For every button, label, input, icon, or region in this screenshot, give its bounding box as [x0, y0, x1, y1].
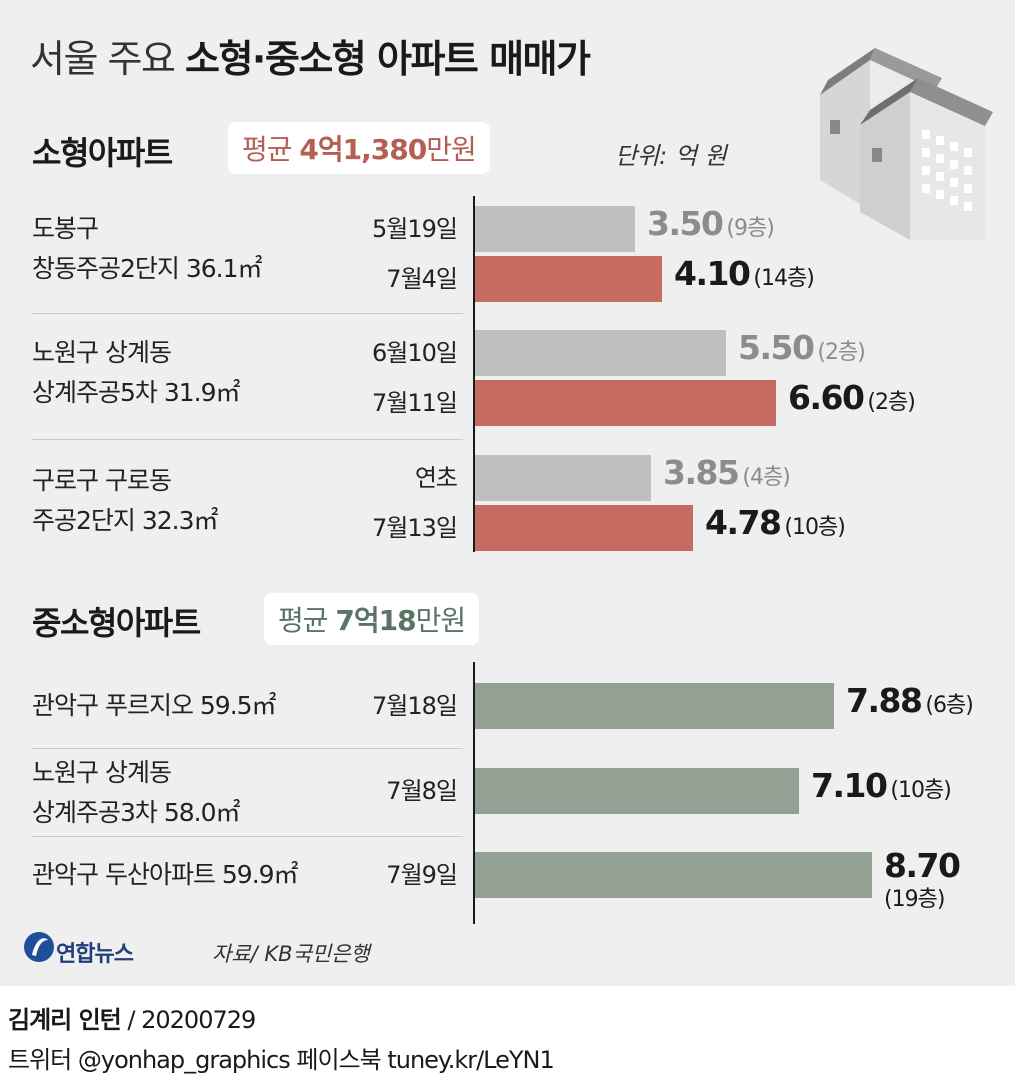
price-bar — [475, 330, 726, 376]
price-bar — [475, 206, 635, 252]
sale-date: 7월11일 — [372, 389, 458, 417]
sale-date: 7월13일 — [372, 514, 458, 542]
price-value: 3.85 — [663, 453, 740, 492]
group-separator — [32, 439, 463, 440]
apartment-name: 상계주공5차 31.9㎡ — [32, 378, 241, 407]
price-label: 3.85 (4층) — [663, 453, 791, 492]
mid-section-title: 중소형아파트 — [32, 604, 201, 642]
yonhap-logo: 연합뉴스 — [22, 930, 134, 968]
credit-date: / 20200729 — [120, 1006, 256, 1034]
sns-line: 트위터 @yonhap_graphics 페이스북 tuney.kr/LeYN1 — [8, 1046, 555, 1074]
price-value: 4.78 — [705, 503, 782, 542]
mid-average-suffix: 만원 — [415, 604, 467, 637]
price-bar — [475, 256, 662, 302]
price-label: 6.60 (2층) — [788, 378, 916, 417]
price-value: 3.50 — [647, 204, 724, 243]
price-bar — [475, 683, 834, 729]
title-bold: 소형·중소형 아파트 매매가 — [185, 37, 591, 81]
price-bar — [475, 455, 651, 501]
price-value: 7.88 — [846, 681, 923, 720]
price-label: 3.50 (9층) — [647, 204, 775, 243]
chart-1-axis — [473, 662, 475, 924]
yonhap-logo-text: 연합뉴스 — [56, 942, 134, 967]
price-label: 7.88 (6층) — [846, 681, 974, 720]
price-value: 6.60 — [788, 378, 865, 417]
chart-0-axis — [473, 196, 475, 552]
apartment-name: 관악구 두산아파트 59.9㎡ — [32, 860, 299, 889]
sale-date: 6월10일 — [372, 339, 458, 367]
apartment-name: 노원구 상계동 — [32, 338, 172, 367]
price-label: 4.78 (10층) — [705, 503, 846, 542]
price-bar — [475, 380, 776, 426]
floor-label: (6층) — [925, 693, 973, 718]
floor-label: (9층) — [726, 216, 774, 241]
price-value: 7.10 — [811, 766, 888, 805]
apartment-name: 주공2단지 32.3㎡ — [32, 506, 219, 535]
price-label: 4.10 (14층) — [674, 254, 815, 293]
mid-average-prefix: 평균 — [278, 604, 336, 637]
floor-label: (10층) — [890, 778, 951, 803]
page-title: 서울 주요 소형·중소형 아파트 매매가 — [30, 28, 591, 83]
small-average-badge: 평균 4억1,380만원 — [228, 122, 490, 174]
price-value: 8.70 — [884, 846, 961, 885]
floor-label: (10층) — [784, 515, 845, 540]
price-label: 7.10 (10층) — [811, 766, 952, 805]
small-average-prefix: 평균 — [242, 133, 300, 166]
apartment-name: 구로구 구로동 — [32, 466, 172, 495]
floor-label: (2층) — [867, 390, 915, 415]
sale-date: 7월9일 — [386, 861, 458, 889]
price-bar — [475, 852, 872, 898]
sale-date: 연초 — [414, 464, 458, 492]
mid-average-value: 7억18 — [335, 604, 416, 637]
group-separator — [32, 836, 463, 837]
credit-line: 김계리 인턴 / 20200729 — [8, 1000, 256, 1035]
small-average-value: 4억1,380 — [299, 133, 427, 166]
floor-label: (4층) — [742, 465, 790, 490]
unit-label: 단위: 억 원 — [615, 142, 727, 170]
group-separator — [32, 313, 463, 314]
price-value: 5.50 — [738, 328, 815, 367]
sale-date: 7월4일 — [386, 265, 458, 293]
apartment-name: 상계주공3차 58.0㎡ — [32, 798, 241, 827]
price-label: 8.70 (19층) — [884, 846, 961, 913]
apartment-name: 도봉구 — [32, 214, 99, 243]
mid-average-badge: 평균 7억18만원 — [264, 593, 480, 645]
apartment-building-icon — [820, 48, 993, 240]
credit-author: 김계리 인턴 — [8, 1006, 122, 1034]
small-section-title: 소형아파트 — [32, 134, 173, 172]
sale-date: 5월19일 — [372, 215, 458, 243]
price-value: 4.10 — [674, 254, 751, 293]
apartment-name: 관악구 푸르지오 59.5㎡ — [32, 691, 277, 720]
sale-date: 7월18일 — [372, 692, 458, 720]
apartment-name: 노원구 상계동 — [32, 758, 172, 787]
title-light: 서울 주요 — [30, 37, 176, 81]
sale-date: 7월8일 — [386, 777, 458, 805]
price-bar — [475, 505, 693, 551]
floor-label: (19층) — [884, 887, 945, 912]
floor-label: (2층) — [817, 340, 865, 365]
price-label: 5.50 (2층) — [738, 328, 866, 367]
source-note: 자료/ KB국민은행 — [212, 942, 370, 966]
yonhap-logo-icon — [24, 932, 54, 962]
small-average-suffix: 만원 — [426, 133, 477, 166]
price-bar — [475, 768, 799, 814]
floor-label: (14층) — [753, 266, 814, 291]
group-separator — [32, 748, 463, 749]
apartment-name: 창동주공2단지 36.1㎡ — [32, 254, 263, 283]
